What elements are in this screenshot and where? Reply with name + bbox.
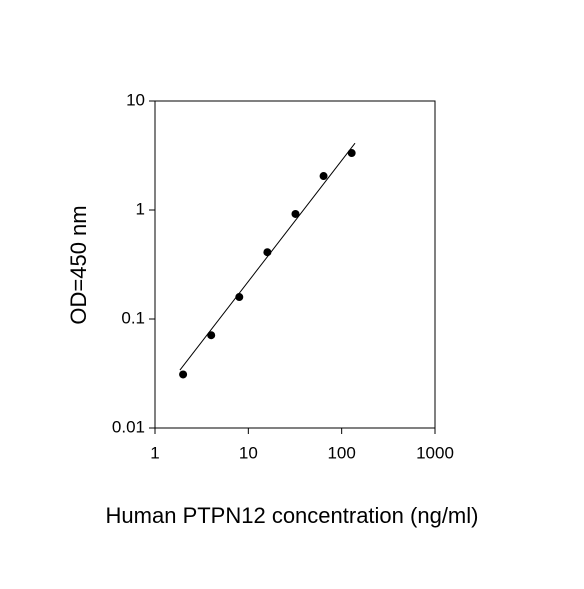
y-tick-label: 1 xyxy=(136,199,145,218)
data-point xyxy=(347,149,356,158)
x-tick-label: 1 xyxy=(150,443,159,462)
x-tick-label: 100 xyxy=(327,443,355,462)
fit-line xyxy=(179,142,356,371)
y-tick-label: 0.01 xyxy=(112,417,145,436)
y-axis-label: OD=450 nm xyxy=(66,205,91,324)
y-tick-label: 10 xyxy=(126,90,145,109)
x-tick-label: 10 xyxy=(239,443,258,462)
data-point xyxy=(319,172,328,181)
x-axis-label: Human PTPN12 concentration (ng/ml) xyxy=(106,503,479,528)
plot-frame xyxy=(154,100,436,429)
data-point xyxy=(291,209,300,218)
data-point xyxy=(207,331,216,340)
data-point xyxy=(179,370,188,379)
data-point xyxy=(263,248,272,257)
x-tick-label: 1000 xyxy=(416,443,454,462)
y-tick-label: 0.1 xyxy=(121,308,145,327)
